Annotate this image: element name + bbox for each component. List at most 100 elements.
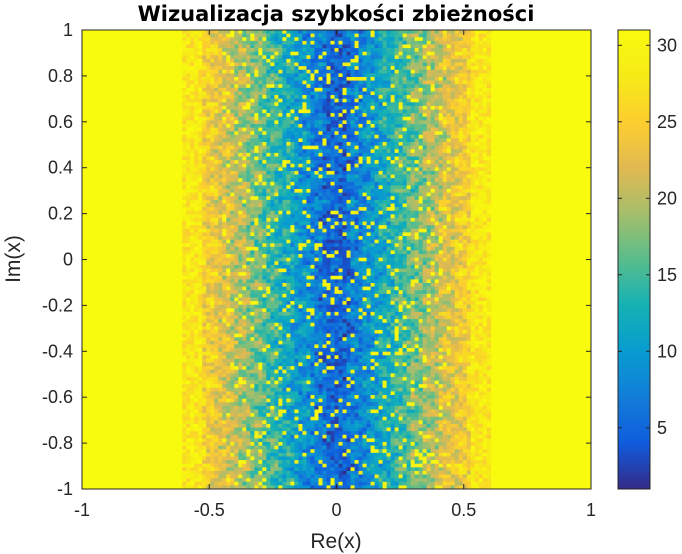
heatmap-cell [214,329,219,334]
heatmap-cell [302,290,307,295]
heatmap-cell [290,174,295,179]
heatmap-cell [306,470,311,475]
heatmap-cell [290,196,295,201]
heatmap-cell [198,167,203,172]
heatmap-cell [298,116,303,121]
heatmap-cell [198,192,203,197]
heatmap-cell [274,369,279,374]
heatmap-cell [250,236,255,240]
heatmap-cell [274,282,279,287]
heatmap-cell [210,149,215,154]
heatmap-cell [322,301,327,306]
heatmap-cell [238,228,243,233]
heatmap-cell [290,142,295,146]
heatmap-cell [262,199,267,204]
heatmap-cell [242,84,247,89]
heatmap-cell [218,48,223,53]
heatmap-cell [294,293,299,298]
heatmap-cell [298,69,303,74]
heatmap-cell [278,282,283,287]
heatmap-cell [306,301,311,306]
heatmap-cell [286,470,291,475]
heatmap-cell [210,33,215,38]
heatmap-cell [298,243,303,248]
heatmap-cell [190,174,195,179]
heatmap-cell [266,445,271,450]
heatmap-cell [226,290,231,295]
heatmap-cell [258,185,263,190]
heatmap-cell [206,344,211,349]
heatmap-cell [274,344,279,349]
heatmap-cell [274,48,279,53]
heatmap-cell [334,163,339,168]
heatmap-cell [218,152,223,157]
heatmap-cell [322,228,327,233]
heatmap-cell [282,329,287,334]
heatmap-cell [334,178,339,183]
heatmap-cell [290,203,295,208]
heatmap-cell [302,66,307,71]
heatmap-cell [262,340,267,345]
heatmap-cell [214,51,219,56]
heatmap-cell [322,434,327,439]
heatmap-cell [230,207,235,212]
heatmap-cell [322,376,327,381]
heatmap-cell [290,138,295,143]
heatmap-cell [310,73,315,78]
heatmap-cell [234,485,239,490]
heatmap-cell [334,51,339,56]
heatmap-cell [322,463,327,468]
heatmap-cell [182,76,187,81]
heatmap-cell [238,351,243,356]
heatmap-cell [210,474,215,479]
heatmap-cell [222,315,227,320]
heatmap-cell [322,413,327,418]
heatmap-cell [278,181,283,186]
heatmap-cell [222,127,227,132]
heatmap-cell [198,460,203,465]
heatmap-cell [270,333,275,338]
heatmap-cell [210,402,215,407]
heatmap-cell [206,376,211,381]
heatmap-cell [246,170,251,175]
heatmap-cell [270,37,275,42]
heatmap-cell [198,423,203,428]
heatmap-cell [258,290,263,295]
heatmap-cell [182,239,187,244]
heatmap-cell [286,351,291,356]
heatmap-cell [274,293,279,298]
heatmap-cell [238,113,243,118]
heatmap-cell [274,51,279,56]
heatmap-cell [234,76,239,81]
heatmap-cell [326,304,331,309]
heatmap-cell [302,366,307,371]
heatmap-cell [214,236,219,240]
heatmap-cell [274,358,279,363]
heatmap-cell [330,51,335,56]
heatmap-cell [238,337,243,342]
heatmap-cell [286,80,291,85]
heatmap-cell [278,376,283,381]
heatmap-cell [202,398,207,403]
heatmap-cell [250,391,255,396]
heatmap-cell [270,261,275,266]
heatmap-cell [322,37,327,42]
heatmap-cell [298,185,303,190]
heatmap-cell [286,37,291,42]
heatmap-cell [270,373,275,378]
heatmap-cell [214,344,219,349]
heatmap-cell [334,221,339,226]
heatmap-cell [214,134,219,139]
heatmap-cell [250,362,255,367]
heatmap-cell [186,232,191,237]
heatmap-cell [302,131,307,136]
heatmap-cell [230,268,235,273]
heatmap-cell [226,185,231,190]
heatmap-cell [258,293,263,298]
heatmap-cell [302,76,307,81]
heatmap-cell [186,282,191,287]
heatmap-cell [294,221,299,226]
heatmap-cell [190,66,195,71]
heatmap-cell [198,225,203,230]
heatmap-cell [286,362,291,367]
